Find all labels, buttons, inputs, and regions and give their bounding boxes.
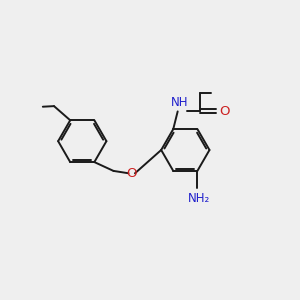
Text: O: O (220, 105, 230, 118)
Text: NH: NH (171, 96, 189, 109)
Text: O: O (127, 167, 137, 180)
Text: NH₂: NH₂ (188, 191, 210, 205)
